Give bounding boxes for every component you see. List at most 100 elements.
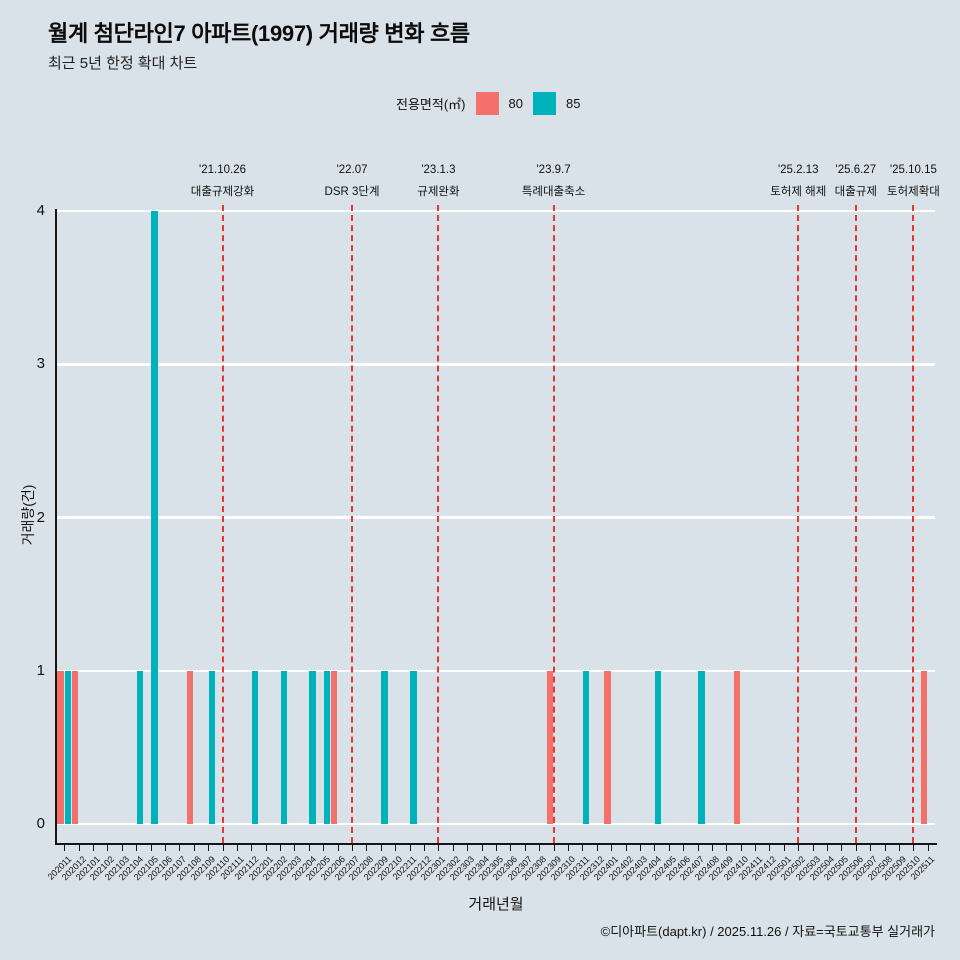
x-axis-title: 거래년월 [468,896,524,913]
x-tick-202204 [308,845,310,851]
event-label-202309: 특례대출축소 [521,186,586,198]
y-tick-label-1: 1 [36,661,45,679]
gridline-y-3 [57,363,935,366]
x-tick-202310 [567,845,569,851]
x-tick-202302 [452,845,454,851]
legend-title: 전용면적(㎡) [396,97,466,112]
bar-85-202205 [323,670,331,824]
bar-80-202401 [604,670,611,824]
x-tick-202409 [726,845,728,851]
x-tick-202206 [337,845,339,851]
x-tick-202011 [64,845,66,851]
x-tick-202305 [496,845,497,851]
x-tick-202511 [927,845,929,851]
event-date-202502: '25.2.13 [777,164,819,176]
x-tick-202404 [654,845,656,851]
event-line-202309 [552,205,555,843]
legend-item-80-label: 80 [508,96,523,111]
x-tick-202505 [841,845,843,851]
bar-80-202108 [186,670,194,824]
y-axis-line [55,209,57,845]
x-tick-202105 [150,845,152,851]
bar-85-202104 [136,670,144,824]
bar-80-202206 [330,670,338,824]
x-tick-202308 [539,845,541,851]
x-tick-202104 [136,845,138,851]
x-tick-202504 [827,845,829,851]
bar-85-202112 [251,670,259,824]
x-tick-202412 [769,845,771,851]
x-tick-202112 [251,845,253,851]
footer-credit: ©디아파트(dapt.kr) / 2025.11.26 / 자료=국토교통부 실… [600,924,935,939]
event-label-202510: 토허제확대 [886,186,940,198]
x-tick-202205 [323,845,325,851]
x-axis-line [55,843,937,845]
bar-80-202012 [71,670,79,824]
x-tick-202405 [668,845,670,851]
legend-swatch-85 [532,92,556,115]
x-tick-202207 [352,845,354,851]
event-line-202207 [351,205,354,843]
event-date-202506: '25.6.27 [835,164,877,176]
x-tick-202311 [582,845,584,851]
y-tick-label-4: 4 [36,202,45,219]
x-tick-202506 [855,845,857,851]
y-tick-label-0: 0 [36,815,45,832]
event-label-202506: 대출규제 [834,186,877,198]
legend-swatch-80 [475,92,499,115]
y-tick-label-2: 2 [36,508,45,526]
x-tick-202202 [280,845,282,851]
x-tick-202303 [467,845,469,851]
x-tick-202208 [366,845,368,851]
bar-85-202105 [151,211,158,824]
event-line-202301 [437,205,440,843]
event-date-202110: '21.10.26 [199,164,246,176]
event-label-202207: DSR 3단계 [324,186,380,198]
x-tick-202012 [78,845,80,851]
x-tick-202211 [409,845,411,851]
page-subtitle: 최근 5년 한정 확대 차트 [48,55,198,72]
x-tick-202210 [395,845,397,851]
bar-80-202511 [920,670,928,824]
x-tick-202503 [812,845,814,851]
bar-80-202309 [546,670,554,824]
x-tick-202103 [121,845,123,851]
x-tick-202411 [755,845,757,851]
event-line-202506 [854,205,857,843]
bar-85-202204 [309,670,316,824]
event-date-202207: '22.07 [336,164,368,176]
x-tick-202312 [596,845,598,851]
bar-85-202202 [280,670,288,824]
x-tick-202403 [639,845,641,851]
x-tick-202502 [798,845,800,851]
x-tick-202401 [611,845,613,851]
bar-85-202404 [654,670,662,824]
legend-item-85-label: 85 [565,96,581,111]
x-tick-202307 [524,845,526,851]
x-tick-202510 [913,845,915,851]
event-date-202309: '23.9.7 [536,164,571,176]
x-tick-202410 [740,845,742,851]
x-tick-202110 [222,845,224,851]
x-tick-202402 [625,845,627,851]
event-date-202301: '23.1.3 [421,164,456,176]
gridline-y-1 [57,669,935,672]
y-tick-label-3: 3 [36,355,45,373]
x-tick-202108 [193,845,195,851]
x-tick-202109 [208,845,210,851]
x-tick-202111 [236,845,238,851]
x-tick-202408 [711,845,713,851]
x-tick-202501 [783,845,785,851]
bar-80-202410 [733,670,741,824]
legend: 전용면적(㎡) 80 85 [396,92,580,115]
x-tick-202407 [697,845,699,851]
x-tick-202507 [870,845,872,851]
event-date-202510: '25.10.15 [889,164,937,176]
event-label-202110: 대출규제강화 [190,186,255,198]
event-label-202502: 토허제 해제 [770,186,827,198]
bar-85-202407 [698,670,705,824]
x-tick-202212 [424,845,426,851]
x-tick-202201 [265,845,267,851]
bar-85-202211 [410,670,417,824]
